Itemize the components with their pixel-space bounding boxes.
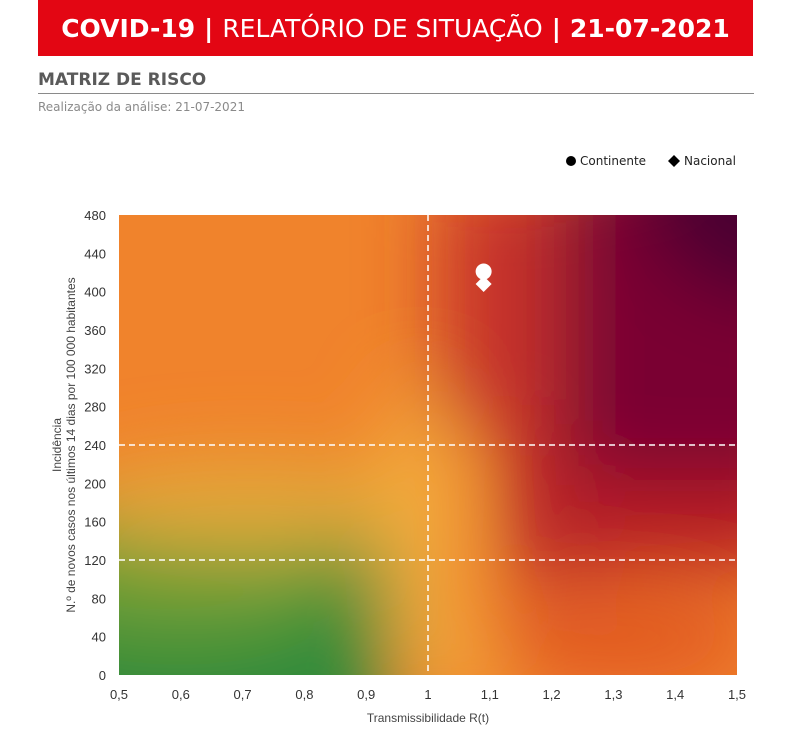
y-tick-label: 400: [84, 285, 106, 300]
x-tick-label: 1,3: [604, 687, 622, 702]
report-banner: COVID-19 | RELATÓRIO DE SITUAÇÃO | 21-07…: [38, 0, 753, 56]
x-tick-label: 1,2: [543, 687, 561, 702]
y-tick-label: 40: [92, 630, 106, 645]
banner-separator-1: |: [204, 13, 214, 43]
y-tick-label: 440: [84, 246, 106, 261]
banner-title-middle: RELATÓRIO DE SITUAÇÃO: [222, 13, 543, 43]
y-tick-label: 360: [84, 323, 106, 338]
y-tick-label: 0: [99, 668, 106, 683]
x-tick-label: 1: [424, 687, 431, 702]
chart-legend: Continente Nacional: [566, 154, 736, 168]
x-tick-label: 0,7: [234, 687, 252, 702]
y-tick-label: 120: [84, 553, 106, 568]
risk-matrix-chart: Continente Nacional 0,5 0,6 0,7 0,8 0,9 1 1,1 1…: [50, 154, 746, 725]
legend-circle-marker: [566, 156, 576, 166]
y-tick-label: 240: [84, 438, 106, 453]
x-tick-label: 0,5: [110, 687, 128, 702]
x-tick-label: 0,6: [172, 687, 190, 702]
y-tick-label: 480: [84, 208, 106, 223]
point-nacional: [475, 276, 492, 292]
x-axis-label: Transmissibilidade R(t): [367, 711, 489, 725]
y-axis-label-line2: N.º de novos casos nos últimos 14 dias p…: [64, 277, 78, 612]
y-axis-ticks: 0 40 80 120 160 200 240 280 320 360 400 440 480: [84, 208, 106, 683]
legend-label-nacional: Nacional: [684, 154, 736, 168]
x-tick-label: 1,5: [728, 687, 746, 702]
banner-title-bold: COVID-19: [61, 13, 196, 43]
data-points: [475, 263, 492, 292]
y-tick-label: 80: [92, 591, 106, 606]
y-tick-label: 320: [84, 361, 106, 376]
heatmap-background: [119, 215, 737, 675]
legend-diamond-marker: [668, 155, 680, 167]
banner-separator-2: |: [551, 13, 561, 43]
analysis-date-subtitle: Realização da análise: 21-07-2021: [38, 100, 245, 114]
x-tick-label: 1,4: [666, 687, 684, 702]
banner-date: 21-07-2021: [569, 13, 730, 43]
threshold-lines: [119, 215, 737, 675]
point-continente: [475, 263, 492, 280]
x-tick-label: 0,8: [295, 687, 313, 702]
y-axis-label-line1: Incidência: [50, 418, 64, 472]
y-tick-label: 280: [84, 400, 106, 415]
section-title: MATRIZ DE RISCO: [38, 70, 754, 94]
legend-label-continente: Continente: [580, 154, 646, 168]
y-tick-label: 160: [84, 515, 106, 530]
x-axis-ticks: 0,5 0,6 0,7 0,8 0,9 1 1,1 1,2 1,3 1,4 1,5: [110, 687, 746, 702]
x-tick-label: 0,9: [357, 687, 375, 702]
x-tick-label: 1,1: [481, 687, 499, 702]
y-tick-label: 200: [84, 476, 106, 491]
